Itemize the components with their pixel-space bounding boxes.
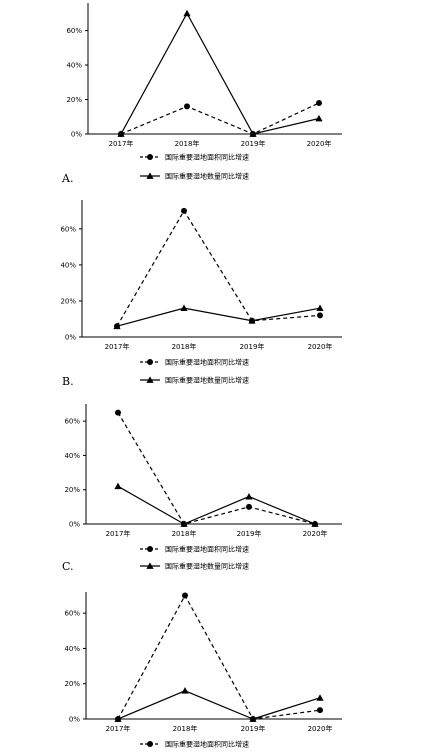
- data-point-triangle: [311, 520, 319, 527]
- x-tick-label: 2018年: [175, 139, 200, 148]
- x-tick-label: 2017年: [109, 139, 134, 148]
- data-point-triangle: [114, 715, 122, 722]
- option-label: B.: [62, 375, 74, 388]
- series-line-count: [120, 12, 320, 135]
- y-tick-label: 0%: [65, 334, 76, 342]
- x-tick-label: 2018年: [173, 724, 198, 733]
- data-point-circle: [181, 207, 187, 214]
- legend-label: 国际重要湿地面积同比增速: [165, 545, 249, 554]
- data-point-triangle: [249, 130, 257, 137]
- data-point-triangle: [180, 304, 188, 312]
- y-tick-label: 40%: [64, 452, 80, 460]
- y-tick-label: 40%: [64, 645, 80, 653]
- series-line-count: [116, 307, 321, 327]
- y-tick-label: 60%: [64, 610, 80, 618]
- data-point-triangle: [183, 9, 191, 17]
- legend-marker-circle: [147, 154, 153, 160]
- y-tick-label: 40%: [60, 261, 76, 269]
- legend-label: 国际重要湿地面积同比增速: [165, 153, 249, 162]
- data-point-triangle: [248, 317, 256, 324]
- x-tick-label: 2019年: [241, 139, 266, 148]
- data-point-triangle: [113, 322, 121, 330]
- legend-label: 国际重要湿地数量同比增速: [165, 562, 249, 571]
- x-tick-label: 2019年: [241, 724, 266, 733]
- x-tick-label: 2018年: [172, 342, 197, 351]
- series-line-count: [117, 485, 316, 525]
- data-point-triangle: [315, 114, 323, 122]
- data-point-circle: [317, 707, 323, 714]
- x-tick-label: 2020年: [307, 139, 332, 148]
- legend-marker-circle: [147, 741, 153, 747]
- x-tick-label: 2019年: [237, 529, 262, 538]
- data-point-triangle: [249, 715, 257, 722]
- data-point-circle: [246, 503, 252, 510]
- x-tick-label: 2018年: [172, 529, 197, 538]
- data-point-triangle: [180, 520, 188, 527]
- data-point-circle: [184, 103, 190, 110]
- data-point-circle: [182, 592, 188, 599]
- series-line-area: [117, 594, 321, 720]
- data-point-triangle: [117, 130, 125, 137]
- y-tick-label: 20%: [64, 486, 80, 494]
- legend-marker-circle: [147, 359, 153, 365]
- series-line-area: [120, 102, 320, 135]
- series-line-area: [116, 209, 321, 327]
- data-point-circle: [316, 99, 322, 106]
- x-tick-label: 2017年: [106, 724, 131, 733]
- y-tick-label: 60%: [60, 225, 76, 233]
- data-point-circle: [317, 312, 323, 319]
- y-tick-label: 0%: [69, 521, 80, 529]
- chart-panel-2: 0% 20% 40% 60% 2017年 2018年 2019年 2020年国际重要湿地面积同…: [60, 200, 342, 388]
- legend-label: 国际重要湿地数量同比增速: [165, 376, 249, 385]
- x-tick-label: 2017年: [106, 529, 131, 538]
- series-line-area: [117, 412, 316, 525]
- data-point-triangle: [181, 687, 189, 694]
- legend-marker-triangle: [146, 172, 154, 179]
- x-tick-label: 2020年: [308, 342, 333, 351]
- legend-marker-circle: [147, 546, 153, 552]
- data-point-triangle: [114, 482, 122, 490]
- legend-label: 国际重要湿地数量同比增速: [165, 172, 249, 181]
- y-tick-label: 60%: [66, 27, 82, 35]
- y-tick-label: 40%: [66, 62, 82, 70]
- legend-label: 国际重要湿地面积同比增速: [165, 358, 249, 367]
- option-label: C.: [62, 560, 74, 573]
- y-tick-label: 60%: [64, 418, 80, 426]
- y-tick-label: 0%: [71, 131, 82, 139]
- y-tick-label: 20%: [60, 297, 76, 305]
- y-tick-label: 20%: [66, 96, 82, 104]
- data-point-triangle: [316, 304, 324, 312]
- y-tick-label: 20%: [64, 680, 80, 688]
- chart-panel-1: 0% 20% 40% 60% 2017年 2018年 2019年 2020年国际重要湿地面积同…: [61, 3, 342, 185]
- x-tick-label: 2019年: [240, 342, 265, 351]
- chart-panel-4: 0% 20% 40% 60% 2017年 2018年 2019年 2020年国际重要湿地面积同…: [64, 592, 342, 749]
- series-line-count: [117, 690, 321, 720]
- data-point-circle: [115, 409, 121, 416]
- x-tick-label: 2020年: [303, 529, 328, 538]
- y-tick-label: 0%: [69, 716, 80, 724]
- legend-label: 国际重要湿地面积同比增速: [165, 740, 249, 749]
- legend-marker-triangle: [146, 562, 154, 569]
- legend-marker-triangle: [146, 376, 154, 383]
- data-point-triangle: [316, 694, 324, 701]
- data-point-triangle: [245, 492, 253, 500]
- chart-panel-3: 0% 20% 40% 60% 2017年 2018年 2019年 2020年国际重要湿地面积同…: [62, 404, 342, 573]
- x-tick-label: 2017年: [105, 342, 130, 351]
- option-label: A.: [61, 172, 73, 185]
- x-tick-label: 2020年: [308, 724, 333, 733]
